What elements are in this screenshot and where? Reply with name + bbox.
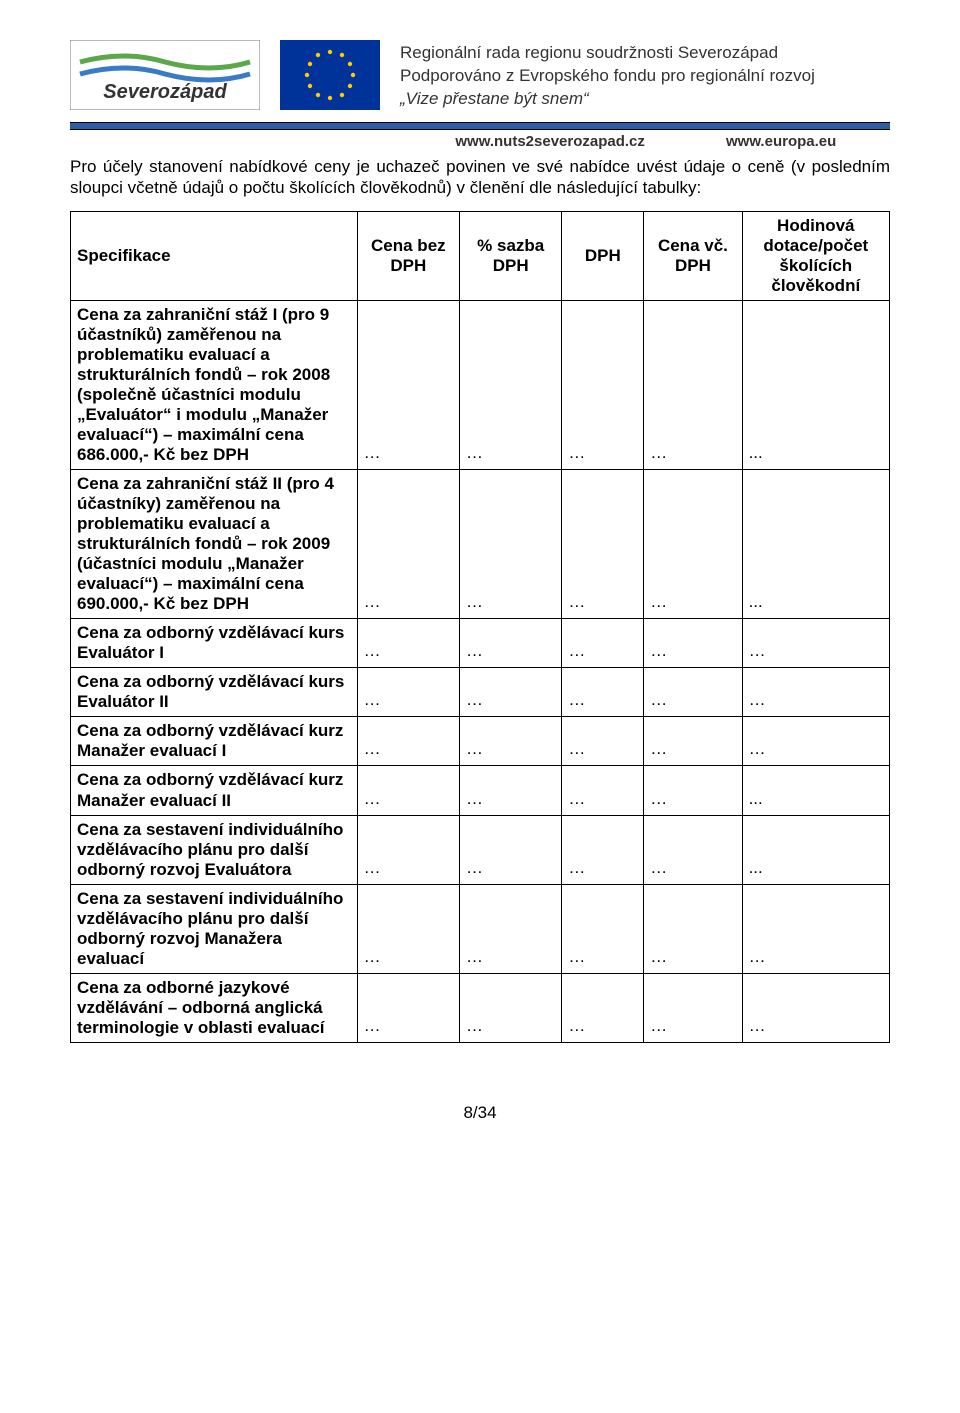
page: Severozápad Regionální rada regionu soud…: [0, 0, 960, 1153]
spec-table: Specifikace Cena bez DPH % sazba DPH DPH…: [70, 211, 890, 1044]
severozapad-logo: Severozápad: [70, 40, 260, 113]
cell-value: …: [644, 973, 742, 1042]
row-label: Cena za zahraniční stáž II (pro 4 účastn…: [71, 469, 358, 618]
intro-paragraph: Pro účely stanovení nabídkové ceny je uc…: [70, 156, 890, 199]
header-line-2: Podporováno z Evropského fondu pro regio…: [400, 65, 890, 88]
cell-value: …: [357, 619, 459, 668]
cell-value: ...: [742, 766, 889, 815]
cell-value: …: [644, 766, 742, 815]
cell-value: …: [460, 973, 562, 1042]
url-row: www.nuts2severozapad.cz www.europa.eu: [70, 133, 890, 150]
cell-value: …: [357, 766, 459, 815]
cell-value: …: [460, 766, 562, 815]
row-label: Cena za odborný vzdělávací kurz Manažer …: [71, 717, 358, 766]
cell-value: …: [460, 717, 562, 766]
cell-value: …: [562, 668, 644, 717]
cell-value: …: [460, 300, 562, 469]
eu-flag-icon: [280, 40, 380, 113]
url-1: www.nuts2severozapad.cz: [455, 133, 726, 150]
header: Severozápad Regionální rada regionu soud…: [70, 40, 890, 113]
cell-value: …: [357, 469, 459, 618]
cell-value: ...: [742, 300, 889, 469]
cell-value: …: [742, 717, 889, 766]
cell-value: …: [460, 884, 562, 973]
row-label: Cena za odborný vzdělávací kurz Manažer …: [71, 766, 358, 815]
cell-value: …: [562, 469, 644, 618]
cell-value: …: [357, 717, 459, 766]
col-hodinova-dotace: Hodinová dotace/počet školících člověkod…: [742, 211, 889, 300]
cell-value: …: [460, 619, 562, 668]
cell-value: …: [562, 300, 644, 469]
table-row: Cena za odborný vzdělávací kurs Evaluáto…: [71, 668, 890, 717]
table-row: Cena za odborný vzdělávací kurz Manažer …: [71, 717, 890, 766]
row-label: Cena za sestavení individuálního vzděláv…: [71, 815, 358, 884]
cell-value: …: [742, 668, 889, 717]
cell-value: …: [562, 717, 644, 766]
cell-value: …: [562, 973, 644, 1042]
cell-value: …: [644, 815, 742, 884]
col-specifikace: Specifikace: [71, 211, 358, 300]
cell-value: …: [357, 815, 459, 884]
url-2: www.europa.eu: [726, 133, 836, 150]
table-header-row: Specifikace Cena bez DPH % sazba DPH DPH…: [71, 211, 890, 300]
svg-text:Severozápad: Severozápad: [103, 81, 227, 103]
cell-value: …: [742, 884, 889, 973]
page-number: 8/34: [70, 1103, 890, 1123]
cell-value: …: [562, 815, 644, 884]
row-label: Cena za sestavení individuálního vzděláv…: [71, 884, 358, 973]
table-row: Cena za odborné jazykové vzdělávání – od…: [71, 973, 890, 1042]
col-cena-vc-dph: Cena vč. DPH: [644, 211, 742, 300]
cell-value: …: [644, 300, 742, 469]
col-dph: DPH: [562, 211, 644, 300]
header-line-3: „Vize přestane být snem“: [400, 88, 890, 111]
cell-value: …: [562, 766, 644, 815]
cell-value: …: [742, 619, 889, 668]
header-text: Regionální rada regionu soudržnosti Seve…: [400, 40, 890, 111]
cell-value: …: [644, 619, 742, 668]
cell-value: ...: [742, 815, 889, 884]
cell-value: …: [562, 619, 644, 668]
cell-value: ...: [742, 469, 889, 618]
col-sazba-dph: % sazba DPH: [460, 211, 562, 300]
cell-value: …: [562, 884, 644, 973]
row-label: Cena za odborné jazykové vzdělávání – od…: [71, 973, 358, 1042]
divider-bar: [70, 121, 890, 131]
cell-value: …: [357, 973, 459, 1042]
row-label: Cena za odborný vzdělávací kurs Evaluáto…: [71, 619, 358, 668]
cell-value: …: [644, 469, 742, 618]
table-row: Cena za sestavení individuálního vzděláv…: [71, 815, 890, 884]
table-row: Cena za odborný vzdělávací kurs Evaluáto…: [71, 619, 890, 668]
cell-value: …: [357, 884, 459, 973]
cell-value: …: [644, 668, 742, 717]
table-row: Cena za zahraniční stáž I (pro 9 účastní…: [71, 300, 890, 469]
cell-value: …: [460, 668, 562, 717]
table-row: Cena za odborný vzdělávací kurz Manažer …: [71, 766, 890, 815]
col-cena-bez-dph: Cena bez DPH: [357, 211, 459, 300]
cell-value: …: [742, 973, 889, 1042]
cell-value: …: [644, 717, 742, 766]
cell-value: …: [357, 300, 459, 469]
cell-value: …: [460, 469, 562, 618]
cell-value: …: [644, 884, 742, 973]
row-label: Cena za odborný vzdělávací kurs Evaluáto…: [71, 668, 358, 717]
row-label: Cena za zahraniční stáž I (pro 9 účastní…: [71, 300, 358, 469]
cell-value: …: [357, 668, 459, 717]
cell-value: …: [460, 815, 562, 884]
table-row: Cena za zahraniční stáž II (pro 4 účastn…: [71, 469, 890, 618]
header-line-1: Regionální rada regionu soudržnosti Seve…: [400, 42, 890, 65]
table-row: Cena za sestavení individuálního vzděláv…: [71, 884, 890, 973]
